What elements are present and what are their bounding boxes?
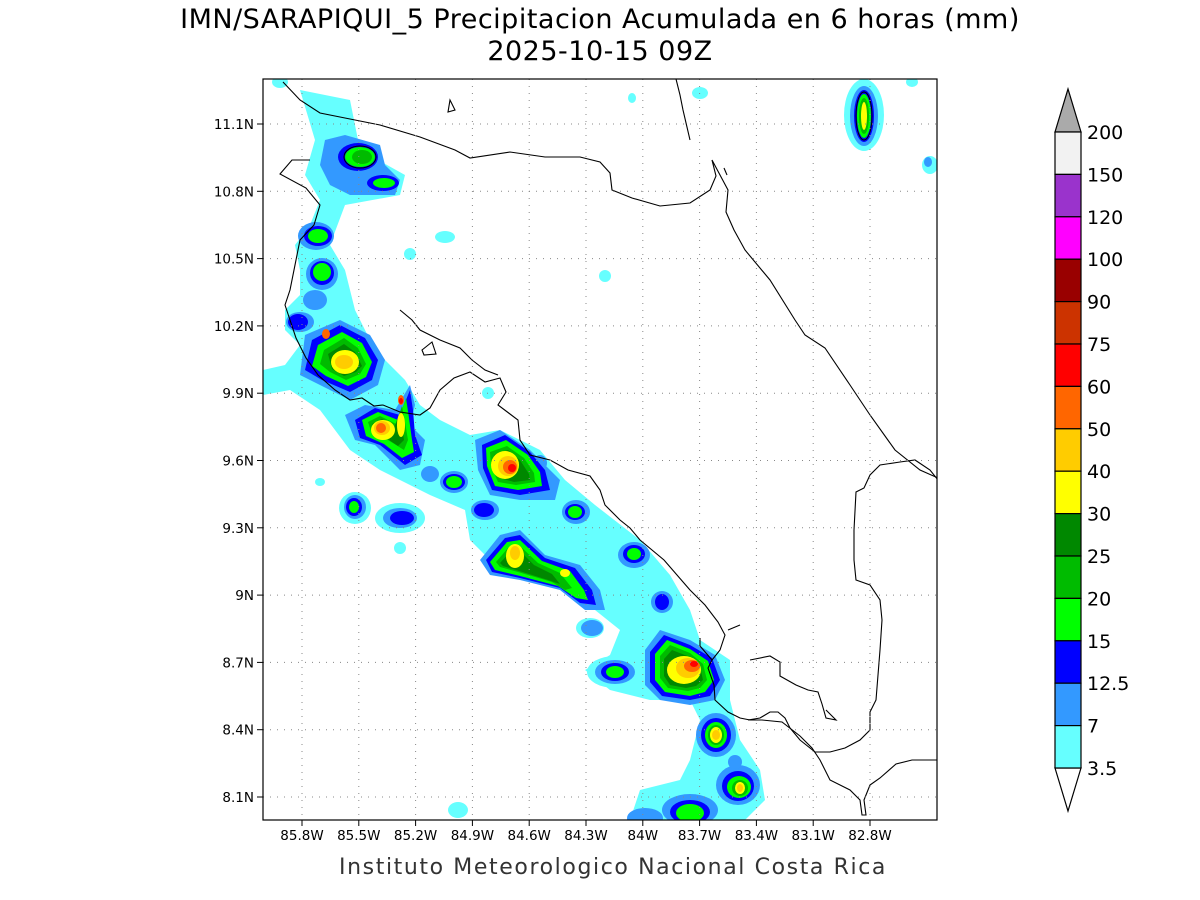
lat-tick-label: 8.1N	[222, 790, 254, 806]
lon-tick-label: 85.2W	[394, 828, 437, 844]
lon-tick-label: 84.3W	[564, 828, 607, 844]
lon-tick-label: 82.8W	[848, 828, 891, 844]
colorbar-label: 3.5	[1087, 758, 1117, 780]
lon-tick-label: 84.9W	[451, 828, 494, 844]
colorbar-label: 50	[1087, 419, 1111, 441]
lat-tick-label: 9.9N	[222, 386, 254, 402]
colorbar-label: 75	[1087, 334, 1111, 356]
colorbar-segment	[1054, 597, 1082, 642]
lat-tick-label: 10.8N	[214, 184, 254, 200]
graticule	[263, 79, 937, 820]
colorbar-label: 7	[1087, 716, 1099, 738]
map-frame	[262, 78, 938, 821]
lon-tick-label: 85.5W	[337, 828, 380, 844]
lat-tick-label: 9.3N	[222, 521, 254, 537]
lat-tick-label: 9.6N	[222, 454, 254, 470]
lat-tick-label: 11.1N	[214, 117, 254, 133]
colorbar-top-arrow	[1054, 86, 1082, 133]
colorbar-segment	[1054, 555, 1082, 600]
lon-tick-label: 85.8W	[280, 828, 323, 844]
lat-tick-label: 8.7N	[222, 655, 254, 671]
colorbar-segment	[1054, 301, 1082, 345]
lon-tick-label: 83.4W	[735, 828, 778, 844]
colorbar-label: 150	[1087, 164, 1123, 186]
colorbar-label: 30	[1087, 504, 1111, 526]
lon-tick-label: 83.7W	[678, 828, 721, 844]
colorbar-bottom-arrow	[1054, 767, 1082, 814]
longitude-axis: 85.8W 85.5W 85.2W 84.9W 84.6W 84.3W 84W 83.7W 83…	[280, 820, 892, 844]
colorbar-label: 12.5	[1087, 673, 1129, 695]
colorbar-label: 40	[1087, 461, 1111, 483]
colorbar-label: 200	[1087, 122, 1123, 144]
coastlines	[279, 79, 937, 816]
map-title: IMN/SARAPIQUI_5 Precipitacion Acumulada …	[0, 4, 1200, 68]
lat-tick-label: 9N	[235, 588, 254, 604]
footer-credit: Instituto Meteorologico Nacional Costa R…	[339, 855, 887, 880]
colorbar-segment	[1054, 428, 1082, 472]
lon-tick-label: 84.6W	[507, 828, 550, 844]
colorbar-label: 90	[1087, 292, 1111, 314]
colorbar-segment	[1054, 512, 1082, 557]
title-line-2: 2025-10-15 09Z	[487, 36, 713, 67]
lon-tick-label: 84W	[628, 828, 659, 844]
lat-tick-label: 8.4N	[222, 723, 254, 739]
colorbar-segment	[1054, 173, 1082, 218]
colorbar-label: 60	[1087, 376, 1111, 398]
colorbar-segment	[1054, 470, 1082, 515]
lat-tick-label: 10.2N	[214, 319, 254, 335]
colorbar-segment	[1054, 131, 1082, 176]
colorbar-label: 120	[1087, 207, 1123, 229]
colorbar: 200 150 120 100 90 75 60 50 40 30 25 20 15 12.5 7 3.5	[1054, 86, 1129, 814]
colorbar-segment	[1054, 216, 1082, 260]
colorbar-segment	[1054, 343, 1082, 388]
colorbar-segment	[1054, 385, 1082, 430]
colorbar-label: 25	[1087, 546, 1111, 568]
latitude-axis: 11.1N 10.8N 10.5N 10.2N 9.9N 9.6N 9.3N 9N 8.7N 8.…	[214, 117, 263, 806]
lat-tick-label: 10.5N	[214, 252, 254, 268]
colorbar-label: 100	[1087, 249, 1123, 271]
colorbar-label: 15	[1087, 631, 1111, 653]
lon-tick-label: 83.1W	[791, 828, 834, 844]
title-line-1: IMN/SARAPIQUI_5 Precipitacion Acumulada …	[180, 4, 1020, 35]
colorbar-segment	[1054, 682, 1082, 727]
precipitation-field	[263, 79, 937, 820]
colorbar-segment	[1054, 724, 1082, 769]
colorbar-segment	[1054, 640, 1082, 684]
colorbar-label: 20	[1087, 588, 1111, 610]
colorbar-segment	[1054, 258, 1082, 303]
